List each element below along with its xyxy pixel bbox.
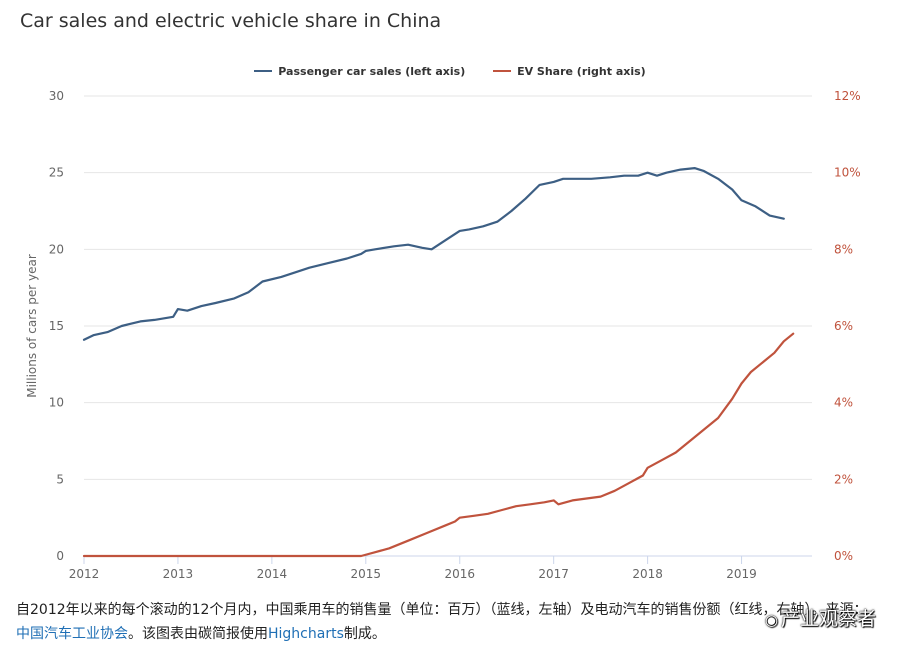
y-axis-title: Millions of cars per year	[25, 254, 39, 398]
highcharts-link[interactable]: Highcharts	[268, 626, 344, 642]
y-left-tick-label: 25	[49, 166, 64, 180]
y-right-tick-label: 12%	[834, 89, 861, 103]
x-tick-label: 2015	[351, 567, 382, 581]
y-left-tick-label: 10	[49, 396, 64, 410]
y-left-tick-label: 15	[49, 319, 64, 333]
y-right-tick-label: 10%	[834, 166, 861, 180]
legend-label-car-sales: Passenger car sales (left axis)	[278, 64, 466, 78]
caption-text-3: 制成。	[343, 626, 386, 642]
y-right-tick-label: 2%	[834, 472, 853, 486]
series-line-car-sales	[82, 167, 785, 341]
y-right-tick-label: 0%	[834, 549, 853, 563]
x-tick-label: 2016	[444, 567, 475, 581]
series-line-ev-share	[82, 332, 795, 558]
legend-swatch-car-sales	[254, 70, 273, 72]
x-tick-label: 2018	[632, 567, 663, 581]
x-tick-label: 2019	[726, 567, 757, 581]
legend-swatch-ev-share	[493, 70, 512, 72]
y-left-tick-label: 5	[56, 472, 64, 486]
y-right-tick-label: 8%	[834, 242, 853, 256]
y-left-tick-label: 30	[49, 89, 64, 103]
chart-title: Car sales and electric vehicle share in …	[20, 10, 442, 32]
legend-item-ev-share[interactable]: EV Share (right axis)	[493, 65, 646, 78]
x-tick-label: 2012	[69, 567, 100, 581]
y-left-tick-label: 20	[49, 242, 64, 256]
source-link[interactable]: 中国汽车工业协会	[16, 626, 128, 642]
x-tick-label: 2014	[257, 567, 288, 581]
watermark-text: 产业观察者	[780, 608, 876, 630]
caption-text-2: 。该图表由碳简报使用	[128, 626, 268, 642]
y-right-tick-label: 6%	[834, 319, 853, 333]
legend-item-car-sales[interactable]: Passenger car sales (left axis)	[254, 65, 465, 78]
figure-caption: 自2012年以来的每个滚动的12个月内，中国乘用车的销售量（单位：百万）（蓝线，…	[16, 598, 876, 646]
x-tick-label: 2013	[163, 567, 194, 581]
wechat-icon: ◉	[764, 611, 778, 629]
line-chart: 0 5 10 15 20 25 30 0% 2% 4% 6% 8% 10% 12% 2012 2013 2014…	[25, 89, 861, 581]
x-tick-label: 2017	[538, 567, 569, 581]
watermark: ◉ 产业观察者	[765, 604, 876, 631]
y-left-tick-label: 0	[56, 549, 64, 563]
y-right-tick-label: 4%	[834, 396, 853, 410]
legend-label-ev-share: EV Share (right axis)	[517, 64, 646, 78]
caption-text-1: 自2012年以来的每个滚动的12个月内，中国乘用车的销售量（单位：百万）（蓝线，…	[16, 602, 868, 618]
chart-legend: Passenger car sales (left axis) EV Share…	[0, 62, 900, 78]
